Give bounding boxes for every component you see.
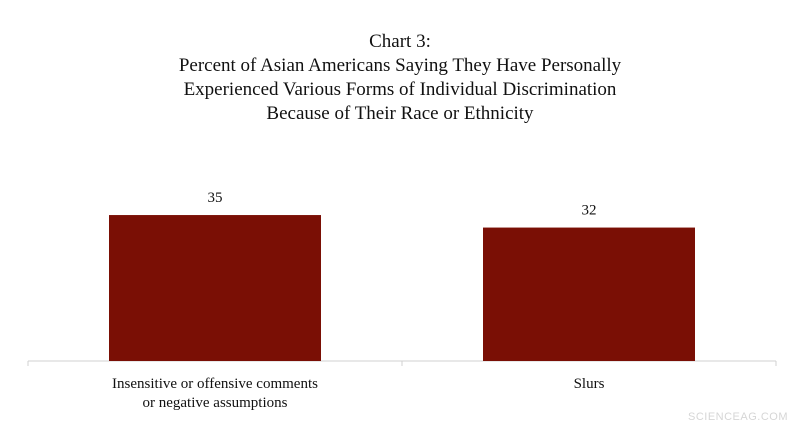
category-label-1: Insensitive or offensive comments: [112, 376, 318, 392]
watermark: SCIENCEAG.COM: [687, 411, 788, 423]
title-line-4: Because of Their Race or Ethnicity: [266, 103, 534, 124]
bar-2: [483, 227, 695, 361]
bar-1: [109, 215, 321, 361]
category-label-1: or negative assumptions: [143, 395, 288, 411]
data-label-1: 35: [208, 190, 223, 206]
chart-title: Chart 3: Percent of Asian Americans Sayi…: [0, 30, 800, 126]
title-line-2: Percent of Asian Americans Saying They H…: [178, 55, 622, 76]
plot-area: 35 Insensitive or offensive comments or ne…: [27, 190, 777, 411]
title-line-3: Experienced Various Forms of Individual …: [183, 79, 617, 100]
data-label-2: 32: [582, 203, 597, 219]
category-label-2: Slurs: [574, 376, 605, 392]
title-line-1: Chart 3:: [369, 31, 431, 52]
